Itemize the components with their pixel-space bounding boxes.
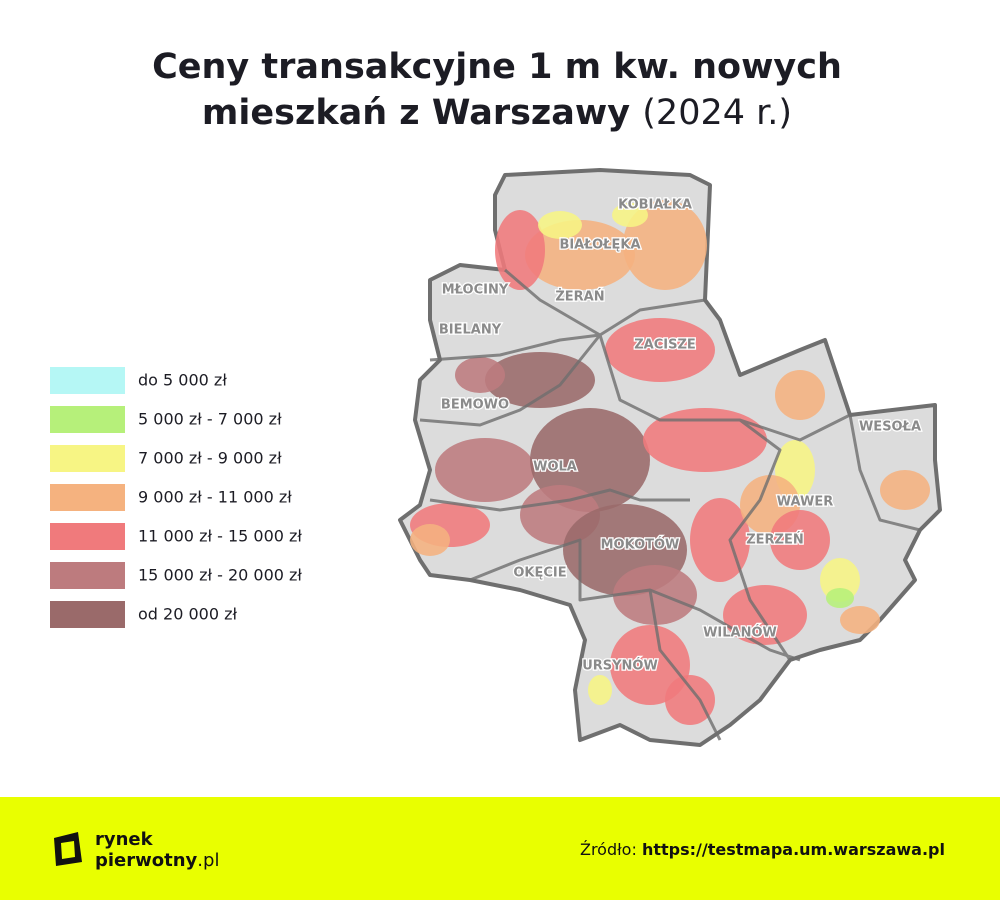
- title-line2-rest: (2024 r.): [642, 93, 792, 133]
- price-area: [605, 318, 715, 382]
- border: [728, 418, 792, 661]
- logo-suffix: .pl: [197, 850, 219, 871]
- legend-label: do 5 000 zł: [138, 371, 227, 390]
- legend-swatch: [50, 601, 125, 628]
- price-area: [820, 558, 860, 602]
- footer-bar: [0, 797, 1000, 900]
- district-borders: [419, 268, 921, 741]
- district-label: ZERZEŃ: [746, 532, 804, 548]
- district-label: WAWER: [777, 495, 833, 510]
- logo-line2: pierwotny.pl: [95, 850, 219, 871]
- title-line2-bold: mieszkań z Warszawy: [202, 93, 630, 133]
- district-label: MŁOCINY: [442, 283, 509, 298]
- price-area: [665, 675, 715, 725]
- district-label: BIELANY: [439, 323, 502, 338]
- price-area: [435, 438, 535, 502]
- price-area: [770, 510, 830, 570]
- map: BIAŁOŁĘKA ŻERAŃ KOBIAŁKA MŁOCINY BIELANY ZACI…: [398, 168, 942, 747]
- price-area: [880, 470, 930, 510]
- price-area: [775, 370, 825, 420]
- district-label: OKĘCIE: [513, 566, 566, 581]
- source-url: https://testmapa.um.warszawa.pl: [642, 840, 945, 859]
- legend-swatch: [50, 445, 125, 472]
- price-area: [840, 606, 880, 634]
- border: [469, 538, 801, 662]
- price-area: [612, 203, 648, 227]
- legend-swatch: [50, 484, 125, 511]
- legend-label: 7 000 zł - 9 000 zł: [138, 449, 282, 468]
- district-label: WESOŁA: [859, 420, 921, 435]
- price-area: [588, 675, 612, 705]
- district-label: KOBIAŁKA: [618, 198, 692, 213]
- legend-label: 9 000 zł - 11 000 zł: [138, 488, 292, 507]
- legend-swatch: [50, 367, 125, 394]
- district-label: WILANÓW: [703, 625, 777, 641]
- district-label: ŻERAŃ: [555, 289, 604, 305]
- price-area: [826, 588, 854, 608]
- legend-swatch: [50, 562, 125, 589]
- price-area: [410, 524, 450, 556]
- district-label: ZACISZE: [634, 338, 696, 353]
- source-label: Źródło:: [580, 840, 637, 859]
- district-label: BIAŁOŁĘKA: [559, 238, 640, 253]
- border: [419, 334, 602, 427]
- legend-label: od 20 000 zł: [138, 605, 238, 624]
- district-labels: BIAŁOŁĘKA ŻERAŃ KOBIAŁKA MŁOCINY BIELANY ZACI…: [438, 196, 923, 675]
- district-label: URSYNÓW: [582, 658, 658, 674]
- price-area: [495, 210, 545, 290]
- border: [429, 488, 690, 512]
- legend-swatch: [50, 406, 125, 433]
- legend-label: 5 000 zł - 7 000 zł: [138, 410, 282, 429]
- logo-line1: rynek: [95, 829, 154, 850]
- legend-swatch: [50, 523, 125, 550]
- price-area: [690, 498, 750, 582]
- price-area: [723, 585, 807, 645]
- legend: do 5 000 zł 5 000 zł - 7 000 zł 7 000 zł -…: [50, 367, 302, 628]
- border: [429, 333, 601, 362]
- title-line1: Ceny transakcyjne 1 m kw. nowych: [152, 47, 842, 87]
- district-label: MOKOTÓW: [601, 537, 680, 553]
- price-area: [455, 357, 505, 393]
- price-area: [485, 352, 595, 408]
- district-label: WOLA: [533, 460, 577, 475]
- price-area: [538, 211, 582, 239]
- district-label: BEMOWO: [441, 398, 509, 413]
- border: [848, 414, 921, 532]
- logo-icon: [54, 832, 82, 866]
- border: [598, 334, 851, 442]
- legend-label: 11 000 zł - 15 000 zł: [138, 527, 302, 546]
- logo-word: pierwotny: [95, 850, 198, 871]
- title-line2: mieszkań z Warszawy (2024 r.): [202, 93, 792, 133]
- price-area: [643, 408, 767, 472]
- border: [648, 589, 722, 741]
- source: Źródło: https://testmapa.um.warszawa.pl: [580, 840, 945, 859]
- price-area: [613, 565, 697, 625]
- price-areas: [410, 200, 930, 725]
- legend-label: 15 000 zł - 20 000 zł: [138, 566, 302, 585]
